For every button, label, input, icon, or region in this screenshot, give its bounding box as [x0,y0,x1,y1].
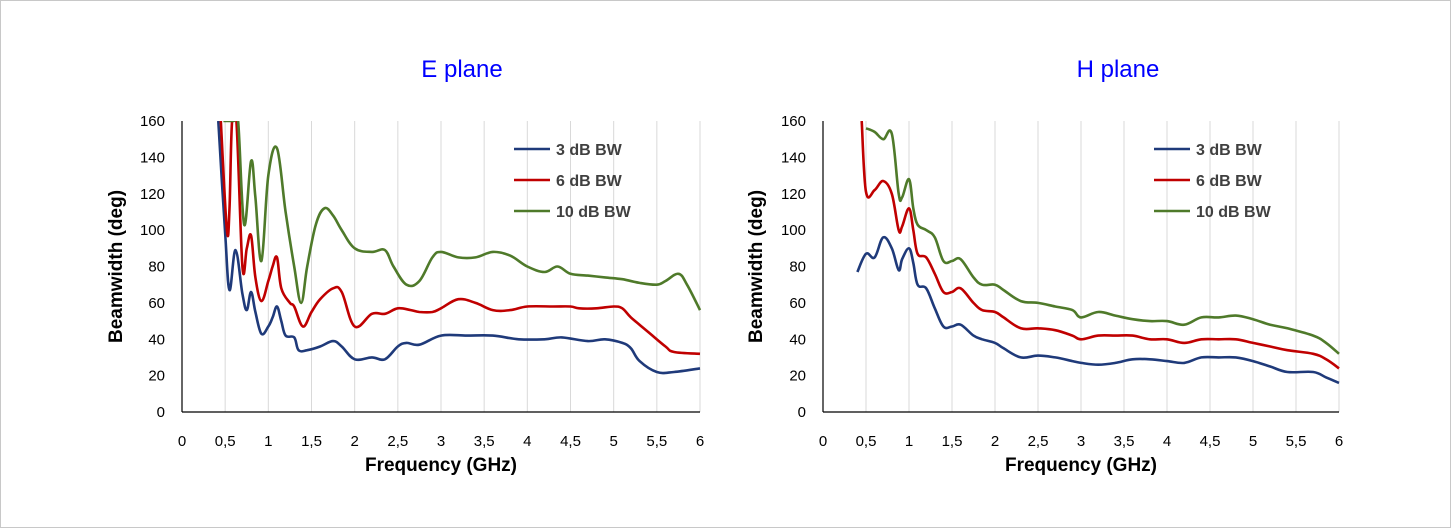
x-tick-label: 0,5 [215,433,236,450]
y-tick-label: 100 [140,222,165,239]
chart-title: H plane [1077,56,1160,83]
x-tick-label: 2 [350,433,358,450]
y-tick-label: 80 [148,259,165,276]
legend-label-1: 6 dB BW [1196,173,1263,190]
x-tick-label: 6 [696,433,704,450]
x-tick-label: 4,5 [560,433,581,450]
legend-label-0: 3 dB BW [1196,142,1263,159]
legend-label-1: 6 dB BW [556,173,623,190]
x-tick-label: 0 [178,433,186,450]
x-tick-label: 1,5 [942,433,963,450]
x-tick-label: 5 [1249,433,1257,450]
x-tick-label: 3,5 [474,433,495,450]
y-tick-label: 20 [789,368,806,385]
x-axis-title: Frequency (GHz) [365,455,517,476]
x-tick-label: 3 [437,433,445,450]
x-tick-label: 3,5 [1114,433,1135,450]
x-tick-label: 4,5 [1200,433,1221,450]
y-tick-label: 0 [157,404,165,421]
legend-label-2: 10 dB BW [1196,204,1272,221]
legend-label-2: 10 dB BW [556,204,632,221]
x-tick-label: 0,5 [856,433,877,450]
y-tick-label: 60 [148,295,165,312]
x-axis-title: Frequency (GHz) [1005,455,1157,476]
series-line-0 [217,121,701,375]
series-line-2 [865,127,1340,355]
y-axis-title: Beamwidth (deg) [746,190,767,343]
x-tick-label: 0 [819,433,827,450]
series-line-1 [860,121,1340,370]
y-tick-label: 120 [140,186,165,203]
y-tick-label: 40 [789,331,806,348]
y-tick-label: 120 [781,186,806,203]
legend-label-0: 3 dB BW [556,142,623,159]
y-tick-label: 160 [140,113,165,130]
series-line-2 [223,121,702,311]
y-tick-label: 0 [798,404,806,421]
x-tick-label: 1,5 [301,433,322,450]
x-tick-label: 1 [905,433,913,450]
x-tick-label: 5 [609,433,617,450]
x-tick-label: 3 [1077,433,1085,450]
x-tick-label: 2,5 [387,433,408,450]
series-line-1 [219,121,701,356]
y-tick-label: 140 [781,149,806,166]
x-tick-label: 6 [1335,433,1343,450]
x-tick-label: 2,5 [1028,433,1049,450]
y-tick-label: 80 [789,259,806,276]
y-tick-label: 160 [781,113,806,130]
y-axis-title: Beamwidth (deg) [106,190,127,343]
chart-h-plane: 0 20 40 60 80 100 120 140 160 0 0,5 1 1,5 2 2,5 3 3,5 4 4,… [746,56,1343,476]
x-tick-label: 5,5 [1286,433,1307,450]
y-tick-label: 100 [781,222,806,239]
chart-e-plane: 0 20 40 60 80 100 120 140 160 0 0,5 1 1,5 2 2,5 3 3,5 4 4,… [106,56,704,476]
x-tick-label: 5,5 [646,433,667,450]
y-tick-label: 60 [789,295,806,312]
x-tick-label: 4 [1163,433,1171,450]
series-line-0 [856,235,1340,385]
x-tick-label: 4 [523,433,531,450]
x-tick-label: 2 [991,433,999,450]
y-tick-label: 20 [148,368,165,385]
y-tick-label: 40 [148,331,165,348]
y-tick-label: 140 [140,149,165,166]
chart-title: E plane [421,56,502,83]
x-tick-label: 1 [264,433,272,450]
